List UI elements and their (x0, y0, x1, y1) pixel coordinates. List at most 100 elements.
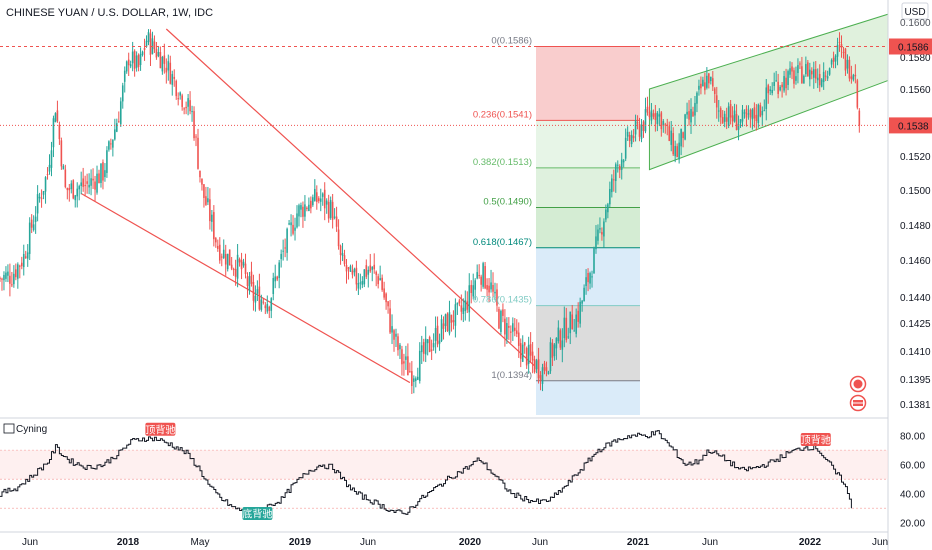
candle[interactable] (589, 271, 591, 290)
candle[interactable] (561, 328, 564, 363)
candle[interactable] (684, 113, 686, 141)
candle[interactable] (710, 76, 712, 85)
candle[interactable] (375, 270, 377, 287)
candle[interactable] (723, 110, 726, 128)
candle[interactable] (22, 244, 25, 276)
candle[interactable] (638, 117, 641, 142)
candle[interactable] (454, 298, 457, 338)
candle[interactable] (205, 186, 207, 206)
candle[interactable] (389, 300, 391, 334)
candle[interactable] (571, 305, 574, 330)
candle[interactable] (858, 108, 861, 133)
candle[interactable] (830, 58, 833, 68)
candle[interactable] (121, 82, 124, 109)
candle[interactable] (613, 169, 615, 192)
candle[interactable] (793, 67, 795, 89)
candle[interactable] (310, 196, 312, 214)
candle[interactable] (686, 102, 688, 119)
candle[interactable] (428, 335, 431, 353)
candle[interactable] (213, 205, 215, 247)
candle[interactable] (135, 51, 138, 72)
candle[interactable] (652, 109, 655, 120)
candle[interactable] (185, 101, 187, 115)
candle[interactable] (777, 73, 779, 99)
candle[interactable] (743, 109, 746, 119)
candle[interactable] (616, 160, 619, 173)
candle[interactable] (775, 70, 777, 82)
candle[interactable] (468, 273, 471, 322)
candle[interactable] (713, 87, 716, 103)
candle[interactable] (171, 70, 174, 96)
candle[interactable] (60, 137, 63, 170)
indicator-line[interactable] (0, 430, 852, 515)
candle[interactable] (700, 76, 702, 95)
candle[interactable] (288, 219, 290, 226)
candle[interactable] (541, 363, 544, 392)
candle[interactable] (226, 253, 229, 272)
candle[interactable] (706, 67, 708, 90)
candle[interactable] (270, 297, 273, 319)
candle[interactable] (583, 284, 585, 302)
candle[interactable] (420, 335, 423, 364)
candle[interactable] (676, 143, 678, 158)
candle[interactable] (512, 317, 514, 342)
candle[interactable] (169, 55, 172, 85)
candle[interactable] (108, 140, 110, 152)
candle[interactable] (567, 327, 570, 339)
candle[interactable] (17, 262, 19, 289)
candle[interactable] (70, 180, 73, 194)
candle[interactable] (523, 341, 526, 354)
candle[interactable] (745, 105, 748, 127)
candle[interactable] (797, 58, 799, 84)
candle[interactable] (539, 371, 542, 391)
candle[interactable] (805, 56, 807, 77)
candle[interactable] (628, 131, 631, 148)
candle[interactable] (127, 52, 130, 77)
candle[interactable] (149, 29, 152, 67)
candle[interactable] (611, 174, 613, 198)
candle[interactable] (203, 184, 205, 208)
candle[interactable] (622, 158, 625, 168)
candle[interactable] (401, 345, 403, 376)
candle[interactable] (76, 182, 79, 208)
candle[interactable] (304, 195, 306, 221)
candle[interactable] (678, 133, 680, 164)
candle[interactable] (187, 93, 189, 116)
candle[interactable] (595, 225, 597, 254)
candle[interactable] (72, 179, 75, 200)
candle[interactable] (818, 64, 821, 92)
candle[interactable] (779, 85, 781, 92)
candle[interactable] (317, 196, 320, 204)
candle[interactable] (747, 105, 750, 120)
candle[interactable] (90, 169, 92, 196)
candle[interactable] (672, 127, 674, 156)
candle[interactable] (68, 184, 71, 202)
candle[interactable] (321, 192, 324, 206)
candle[interactable] (110, 138, 112, 150)
candle[interactable] (749, 108, 752, 128)
candle[interactable] (409, 362, 411, 373)
candle[interactable] (50, 141, 53, 177)
candle[interactable] (696, 91, 698, 113)
candle[interactable] (337, 219, 340, 250)
price-tag[interactable]: 0.1586 (889, 38, 932, 55)
candle[interactable] (715, 86, 718, 119)
candle[interactable] (159, 46, 162, 69)
candle[interactable] (581, 299, 583, 312)
candle[interactable] (824, 70, 827, 82)
candle[interactable] (593, 246, 595, 274)
candle[interactable] (521, 335, 524, 363)
candle[interactable] (856, 78, 859, 110)
candle[interactable] (36, 185, 39, 222)
candle[interactable] (290, 214, 292, 237)
candle[interactable] (298, 203, 300, 227)
candle[interactable] (717, 100, 720, 122)
candle[interactable] (316, 185, 318, 210)
candle[interactable] (224, 244, 227, 276)
candle[interactable] (531, 342, 534, 374)
candle[interactable] (217, 239, 219, 252)
candle[interactable] (478, 264, 480, 279)
candle[interactable] (116, 118, 118, 133)
candle[interactable] (731, 106, 734, 128)
candle[interactable] (632, 128, 635, 143)
